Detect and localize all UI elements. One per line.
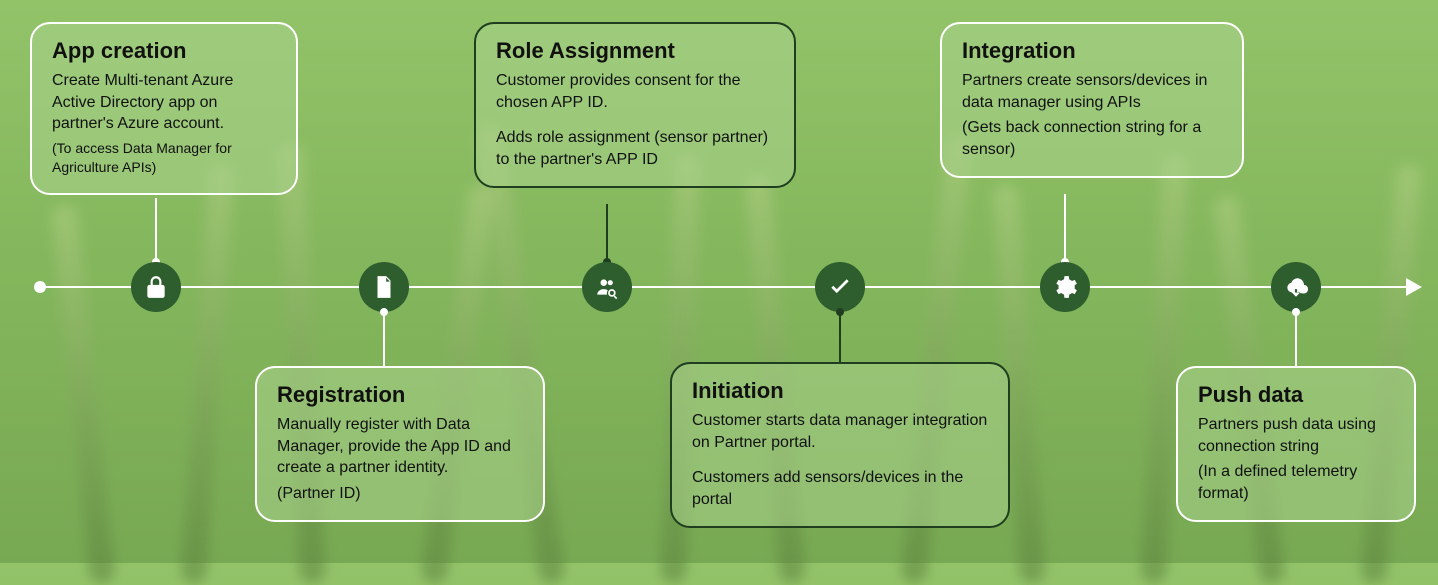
card-note: (Partner ID)	[277, 483, 523, 505]
card-body2: Adds role assignment (sensor partner) to…	[496, 127, 774, 170]
node-integration	[1040, 262, 1090, 312]
card-integration: Integration Partners create sensors/devi…	[940, 22, 1244, 178]
card-initiation: Initiation Customer starts data manager …	[670, 362, 1010, 528]
node-push-data	[1271, 262, 1321, 312]
card-body: Customer starts data manager integration…	[692, 410, 988, 453]
card-note: (In a defined telemetry format)	[1198, 461, 1394, 504]
connector-push-data	[1295, 312, 1297, 366]
card-note: (Gets back connection string for a senso…	[962, 117, 1222, 160]
check-icon	[827, 274, 853, 300]
connector-app-creation	[155, 198, 157, 262]
card-title: Initiation	[692, 378, 988, 404]
cloud-download-icon	[1283, 274, 1309, 300]
node-initiation	[815, 262, 865, 312]
card-body2: Customers add sensors/devices in the por…	[692, 467, 988, 510]
gear-icon	[1052, 274, 1078, 300]
node-app-creation	[131, 262, 181, 312]
connector-initiation	[839, 312, 841, 362]
connector-registration	[383, 312, 385, 366]
node-registration	[359, 262, 409, 312]
card-body: Customer provides consent for the chosen…	[496, 70, 774, 113]
timeline-axis	[40, 286, 1408, 288]
card-title: App creation	[52, 38, 276, 64]
connector-role-assignment	[606, 204, 608, 262]
node-role-assignment	[582, 262, 632, 312]
card-title: Push data	[1198, 382, 1394, 408]
card-body: Create Multi-tenant Azure Active Directo…	[52, 70, 276, 135]
card-title: Role Assignment	[496, 38, 774, 64]
people-search-icon	[594, 274, 620, 300]
card-body: Manually register with Data Manager, pro…	[277, 414, 523, 479]
card-note: (To access Data Manager for Agriculture …	[52, 139, 276, 177]
connector-integration	[1064, 194, 1066, 262]
lock-icon	[143, 274, 169, 300]
card-title: Integration	[962, 38, 1222, 64]
card-title: Registration	[277, 382, 523, 408]
card-body: Partners push data using connection stri…	[1198, 414, 1394, 457]
card-role-assignment: Role Assignment Customer provides consen…	[474, 22, 796, 188]
document-icon	[371, 274, 397, 300]
card-app-creation: App creation Create Multi-tenant Azure A…	[30, 22, 298, 195]
card-push-data: Push data Partners push data using conne…	[1176, 366, 1416, 522]
card-body: Partners create sensors/devices in data …	[962, 70, 1222, 113]
card-registration: Registration Manually register with Data…	[255, 366, 545, 522]
